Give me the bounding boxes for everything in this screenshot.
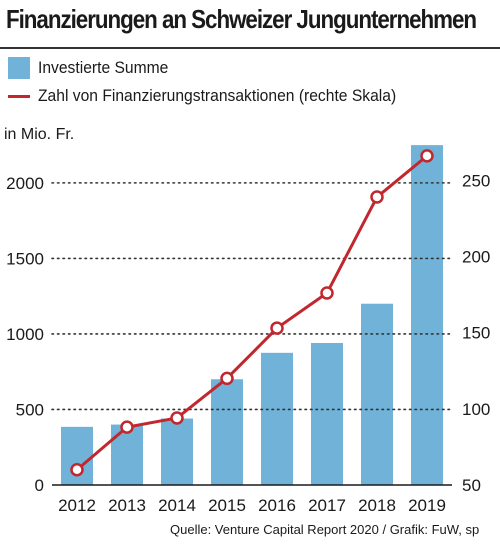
line-point-2018 bbox=[370, 190, 384, 204]
legend-item-line: Zahl von Finanzierungstransaktionen (rec… bbox=[8, 84, 427, 108]
y-left-tick-0: 0 bbox=[35, 476, 44, 495]
x-tick-2017: 2017 bbox=[308, 496, 346, 515]
y-left-tick-1000: 1000 bbox=[6, 325, 44, 344]
y-right-tick-250: 250 bbox=[462, 171, 490, 190]
y-left-tick-500: 500 bbox=[16, 400, 44, 419]
line-point-2014 bbox=[170, 411, 184, 425]
line-point-2016 bbox=[270, 321, 284, 335]
x-tick-2012: 2012 bbox=[58, 496, 96, 515]
line-transactions bbox=[76, 154, 428, 471]
legend-item-bars: Investierte Summe bbox=[8, 56, 180, 80]
line-point-2017 bbox=[320, 286, 334, 300]
bar-2017 bbox=[311, 343, 343, 485]
line-point-2019 bbox=[420, 149, 434, 163]
bar-2016 bbox=[261, 352, 293, 485]
title-rule bbox=[0, 47, 500, 49]
x-tick-2016: 2016 bbox=[258, 496, 296, 515]
x-tick-2019: 2019 bbox=[408, 496, 446, 515]
legend-line-swatch bbox=[8, 94, 30, 98]
line-point-2012 bbox=[70, 463, 84, 477]
x-tick-2015: 2015 bbox=[208, 496, 246, 515]
y-right-tick-100: 100 bbox=[462, 400, 490, 419]
y-right-tick-150: 150 bbox=[462, 324, 490, 343]
y-left-tick-2000: 2000 bbox=[6, 174, 44, 193]
y-right-tick-200: 200 bbox=[462, 247, 490, 266]
legend-label-line: Zahl von Finanzierungstransaktionen (rec… bbox=[38, 86, 397, 105]
chart-title: Finanzierungen an Schweizer Jungunterneh… bbox=[6, 4, 477, 34]
bar-2019 bbox=[411, 145, 443, 485]
line-point-2013 bbox=[120, 420, 134, 434]
legend-bar-swatch bbox=[8, 57, 30, 79]
x-tick-2014: 2014 bbox=[158, 496, 196, 515]
bar-2018 bbox=[361, 303, 393, 485]
line-point-2015 bbox=[220, 371, 234, 386]
x-tick-2018: 2018 bbox=[358, 496, 396, 515]
source-note: Quelle: Venture Capital Report 2020 / Gr… bbox=[170, 522, 480, 537]
bar-2014 bbox=[161, 418, 193, 485]
x-tick-2013: 2013 bbox=[108, 496, 146, 515]
bar-2015 bbox=[211, 379, 243, 485]
y-left-tick-1500: 1500 bbox=[6, 249, 44, 268]
legend-label-bars: Investierte Summe bbox=[38, 58, 169, 77]
y-right-tick-50: 50 bbox=[462, 476, 481, 495]
unit-label: in Mio. Fr. bbox=[4, 126, 75, 143]
